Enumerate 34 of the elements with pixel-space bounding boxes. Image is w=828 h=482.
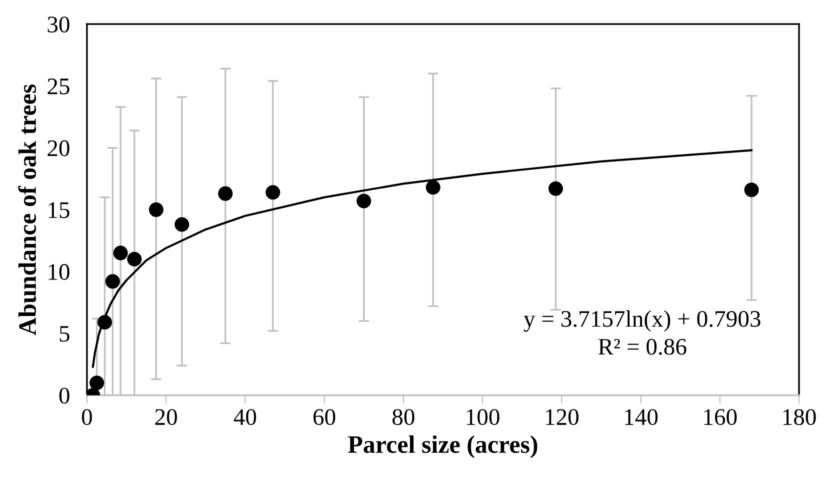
x-tick-label: 20 bbox=[155, 409, 177, 426]
y-tick-label: 0 bbox=[59, 388, 70, 404]
point bbox=[113, 246, 128, 260]
point bbox=[266, 185, 280, 200]
point bbox=[148, 202, 164, 217]
x-tick-label: 60 bbox=[314, 409, 336, 426]
annotation: R² = 0.86 bbox=[598, 338, 686, 355]
y-tick-label: 15 bbox=[48, 202, 70, 218]
y-tick-label: 30 bbox=[48, 16, 70, 33]
point bbox=[356, 194, 372, 208]
x-tick-label: 0 bbox=[82, 409, 92, 426]
x-tick-label: 40 bbox=[234, 409, 256, 426]
point bbox=[426, 180, 440, 195]
point bbox=[105, 274, 120, 289]
y-tick-label: 10 bbox=[48, 264, 70, 280]
y-tick-label: 25 bbox=[48, 78, 70, 94]
annotation: y = 3.7157ln(x) + 0.7903 bbox=[524, 310, 760, 332]
point bbox=[548, 181, 564, 196]
x-tick-label: 80 bbox=[392, 409, 414, 426]
x-tick-label: 180 bbox=[783, 409, 816, 426]
point bbox=[218, 186, 233, 201]
point bbox=[90, 376, 104, 390]
point bbox=[127, 252, 142, 266]
x-axis-title: Parcel size (acres) bbox=[348, 435, 538, 458]
x-tick-label: 160 bbox=[704, 409, 737, 426]
x-tick-label: 120 bbox=[546, 409, 578, 426]
y-tick-label: 20 bbox=[48, 140, 70, 156]
point bbox=[744, 182, 759, 198]
x-tick-label: 100 bbox=[466, 409, 500, 426]
x-tick-label: 140 bbox=[625, 409, 658, 426]
y-tick-label: 5 bbox=[60, 326, 70, 342]
y-axis-title: Abundance of oak trees bbox=[18, 84, 36, 336]
point bbox=[97, 314, 112, 330]
point bbox=[174, 217, 190, 232]
